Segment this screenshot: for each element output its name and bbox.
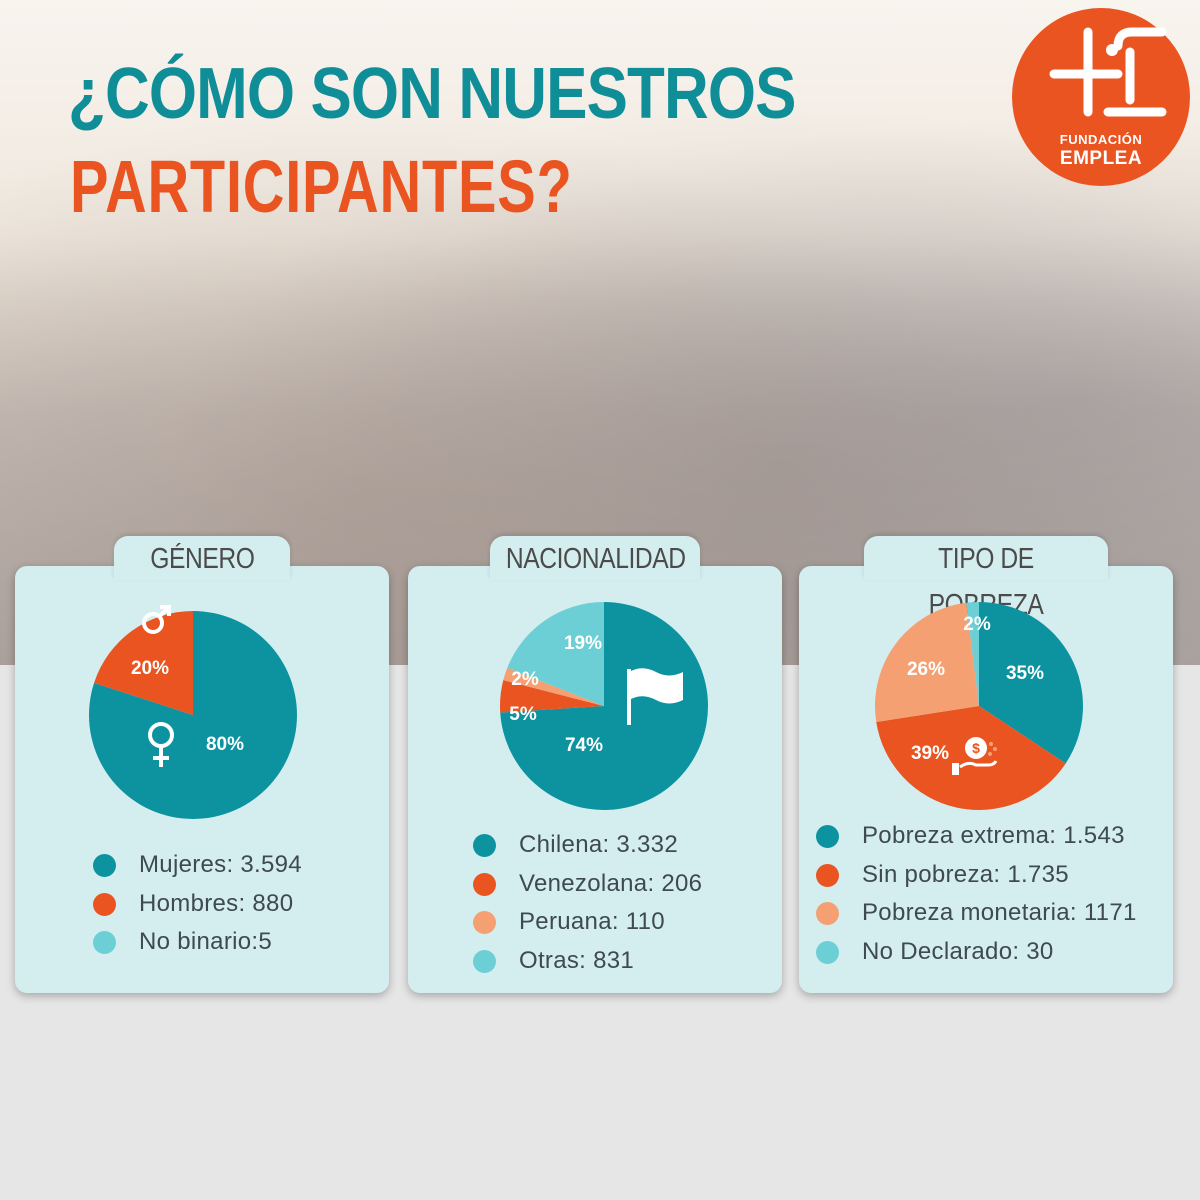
legend-color-dot [816, 825, 839, 848]
slice-percent-label: 80% [206, 734, 244, 755]
legend-item: Peruana: 110 [473, 903, 702, 942]
slice-percent-label: 2% [963, 614, 991, 635]
female-symbol-icon [148, 722, 174, 767]
chart-title-tab: NACIONALIDAD [490, 536, 700, 580]
page-subtitle: PARTICIPANTES? [70, 145, 573, 228]
legend-color-dot [816, 940, 839, 964]
legend-color-dot [473, 872, 496, 896]
chart-legend: Pobreza extrema: 1.543 Sin pobreza: 1.735… [816, 817, 1137, 971]
legend-item: Sin pobreza: 1.735 [816, 856, 1137, 895]
page-title: ¿CÓMO SON NUESTROS [68, 54, 796, 134]
legend-label: Pobreza extrema: 1.543 [862, 822, 1125, 849]
chart-title: TIPO DE POBREZA [929, 543, 1044, 621]
legend-label: Chilena: 3.332 [519, 831, 678, 858]
chart-card-nacionalidad: NACIONALIDAD 74% 5% 2% 19% Chilena: 3.332 Ve… [408, 536, 782, 993]
legend-color-dot [473, 834, 496, 857]
chart-card-genero: GÉNERO 80% 20% Mujeres: 3.594 Hombres: 880… [15, 536, 389, 993]
logo-mark-icon [1049, 27, 1167, 117]
chart-title: NACIONALIDAD [505, 543, 686, 575]
legend-color-dot [93, 892, 116, 916]
legend-label: Sin pobreza: 1.735 [862, 860, 1069, 888]
legend-label: Venezolana: 206 [519, 869, 703, 897]
legend-color-dot [473, 949, 496, 973]
pie-slice-venezolana [500, 680, 604, 713]
legend-item: Venezolana: 206 [473, 865, 702, 904]
legend-color-dot [816, 863, 839, 887]
legend-label: Pobreza monetaria: 1171 [862, 899, 1137, 926]
legend-label: No Declarado: 30 [862, 937, 1054, 965]
chart-title: GÉNERO [149, 543, 255, 575]
slice-percent-label: 26% [907, 659, 945, 680]
legend-label: Otras: 831 [519, 946, 635, 974]
pie-chart-genero: 80% 20% [88, 605, 297, 819]
flag-icon [627, 668, 683, 725]
legend-item: Otras: 831 [473, 942, 702, 981]
chart-title-tab: GÉNERO [114, 536, 290, 580]
slice-percent-label: 20% [131, 658, 169, 679]
svg-text:$: $ [972, 740, 980, 756]
male-symbol-icon [142, 605, 171, 634]
logo-text-line1: FUNDACIÓN [1059, 132, 1143, 147]
legend-color-dot [93, 931, 116, 954]
legend-item: Pobreza extrema: 1.543 [816, 817, 1137, 856]
money-hand-icon: $ [952, 737, 998, 775]
legend-item: No binario:5 [93, 923, 302, 962]
chart-legend: Mujeres: 3.594 Hombres: 880 No binario:5 [93, 846, 302, 962]
legend-item: Mujeres: 3.594 [93, 846, 302, 885]
legend-item: Hombres: 880 [93, 885, 302, 924]
legend-item: Chilena: 3.332 [473, 826, 702, 865]
slice-percent-label: 74% [565, 735, 603, 756]
pie-chart-nacionalidad: 74% 5% 2% 19% [500, 602, 709, 810]
fundacion-emplea-logo: FUNDACIÓN EMPLEA [1012, 8, 1190, 186]
slice-percent-label: 19% [564, 633, 602, 654]
pie-slice-hombres [94, 611, 193, 715]
chart-card-tipo-pobreza: TIPO DE POBREZA 35% 39% $26% 2% Pobreza ext… [799, 536, 1173, 993]
slice-percent-label: 35% [1006, 663, 1044, 684]
chart-legend: Chilena: 3.332 Venezolana: 206 Peruana: 11… [473, 826, 702, 980]
legend-color-dot [816, 902, 839, 925]
slice-percent-label: 5% [509, 704, 537, 725]
legend-item: No Declarado: 30 [816, 933, 1137, 972]
chart-title-tab: TIPO DE POBREZA [864, 536, 1108, 621]
pie-slice-peruana [503, 667, 604, 706]
legend-label: Mujeres: 3.594 [139, 851, 302, 878]
pie-slice-otras [507, 602, 604, 706]
pie-slice-mujeres [88, 611, 297, 819]
legend-label: Peruana: 110 [519, 908, 665, 935]
slice-percent-label: 2% [511, 669, 539, 690]
pie-slice-no-declarado [966, 602, 979, 706]
legend-item: Pobreza monetaria: 1171 [816, 894, 1137, 933]
slice-percent-label: 39% [911, 743, 949, 764]
pie-slice-chilena [500, 602, 709, 810]
legend-color-dot [473, 911, 496, 934]
pie-slice-pobreza-extrema [979, 602, 1083, 764]
pie-slice-pobreza-monetaria [874, 602, 979, 722]
legend-label: No binario:5 [139, 928, 273, 955]
pie-slice-sin-pobreza [876, 706, 1066, 810]
legend-color-dot [93, 854, 116, 877]
legend-label: Hombres: 880 [139, 889, 294, 917]
pie-chart-tipo-pobreza: 35% 39% $26% 2% [874, 602, 1083, 810]
logo-text-line2: EMPLEA [1059, 148, 1143, 169]
